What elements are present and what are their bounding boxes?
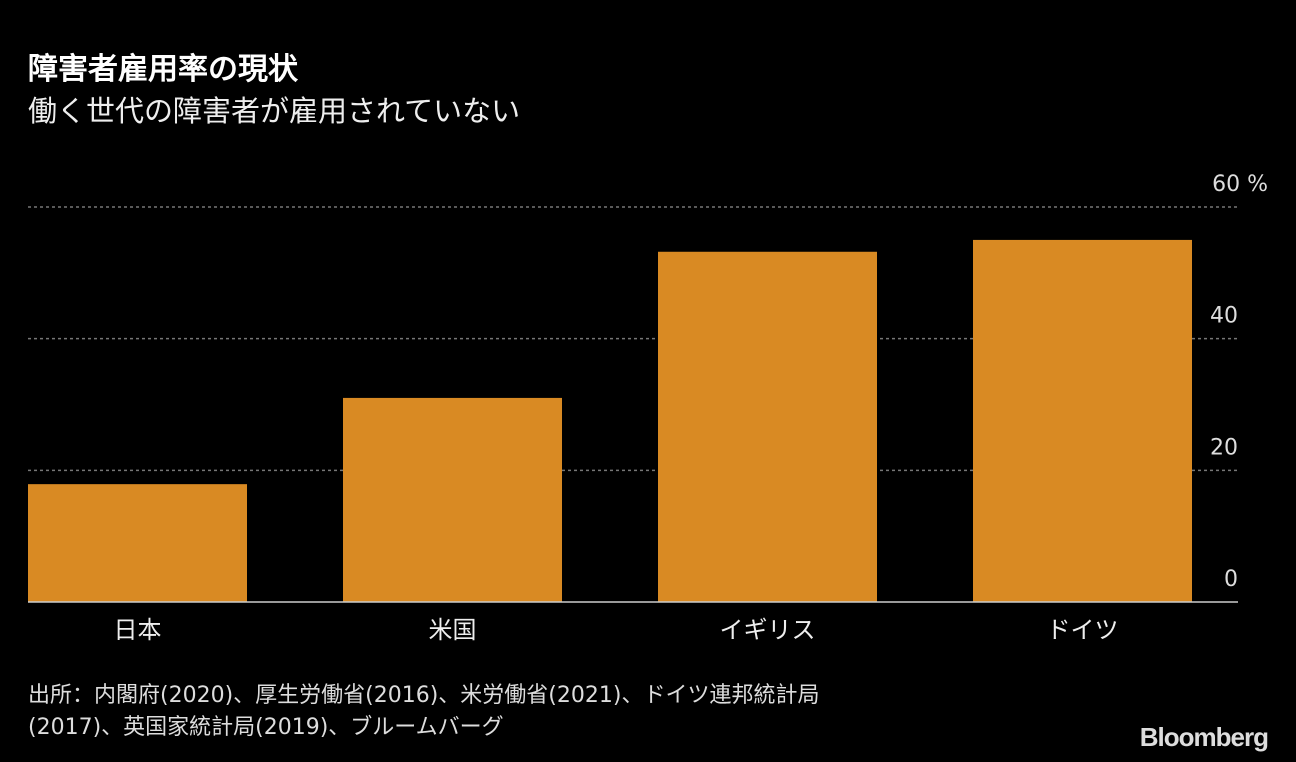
source-line-1: 出所：内閣府(2020)、厚生労働省(2016)、米労働省(2021)、ドイツ連… bbox=[28, 683, 820, 708]
source-line-2: (2017)、英国家統計局(2019)、ブルームバーグ bbox=[28, 715, 504, 740]
y-tick-label: 0 bbox=[1224, 567, 1238, 592]
bloomberg-logo: Bloomberg bbox=[1139, 722, 1269, 752]
x-tick-label: イギリス bbox=[720, 616, 816, 644]
x-tick-label: 日本 bbox=[114, 616, 162, 644]
chart-title: 障害者雇用率の現状 bbox=[28, 52, 298, 87]
y-tick-label: 40 bbox=[1210, 304, 1238, 329]
bar-3 bbox=[973, 239, 1192, 602]
source-note: 出所：内閣府(2020)、厚生労働省(2016)、米労働省(2021)、ドイツ連… bbox=[28, 680, 1028, 744]
y-tick-label: 60 % bbox=[1212, 172, 1268, 197]
bar-chart: 0 20 40 60 % 日本 米国 イギリス ドイツ bbox=[28, 172, 1268, 644]
x-tick-label: ドイツ bbox=[1047, 616, 1119, 644]
bar-0 bbox=[28, 484, 247, 602]
chart-subtitle: 働く世代の障害者が雇用されていない bbox=[28, 94, 521, 128]
y-tick-label: 20 bbox=[1210, 435, 1238, 460]
bar-1 bbox=[343, 397, 562, 602]
x-tick-label: 米国 bbox=[429, 616, 477, 644]
bar-2 bbox=[658, 251, 877, 602]
